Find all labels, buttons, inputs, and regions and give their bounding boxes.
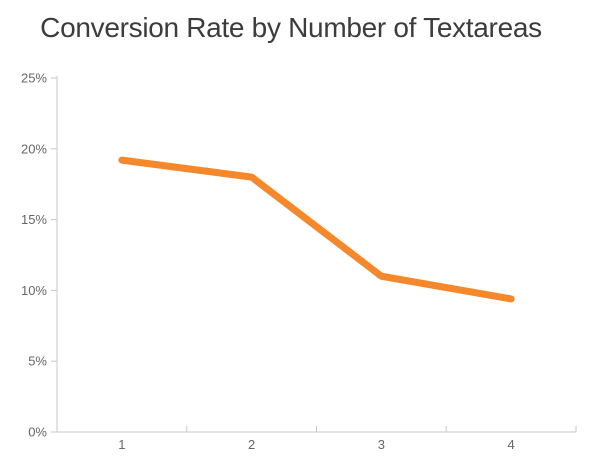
y-tick-label: 0% [28, 425, 47, 440]
y-tick-label: 25% [21, 71, 47, 86]
x-tick-label: 4 [508, 437, 515, 452]
x-tick-label: 1 [118, 437, 125, 452]
y-tick-label: 5% [28, 354, 47, 369]
y-tick-label: 20% [21, 141, 47, 156]
conversion-rate-line [118, 156, 515, 303]
y-tick-label: 15% [21, 212, 47, 227]
y-tick-label: 10% [21, 283, 47, 298]
chart-title: Conversion Rate by Number of Textareas [40, 12, 542, 43]
x-tick-label: 2 [248, 437, 255, 452]
x-tick-label: 3 [378, 437, 385, 452]
